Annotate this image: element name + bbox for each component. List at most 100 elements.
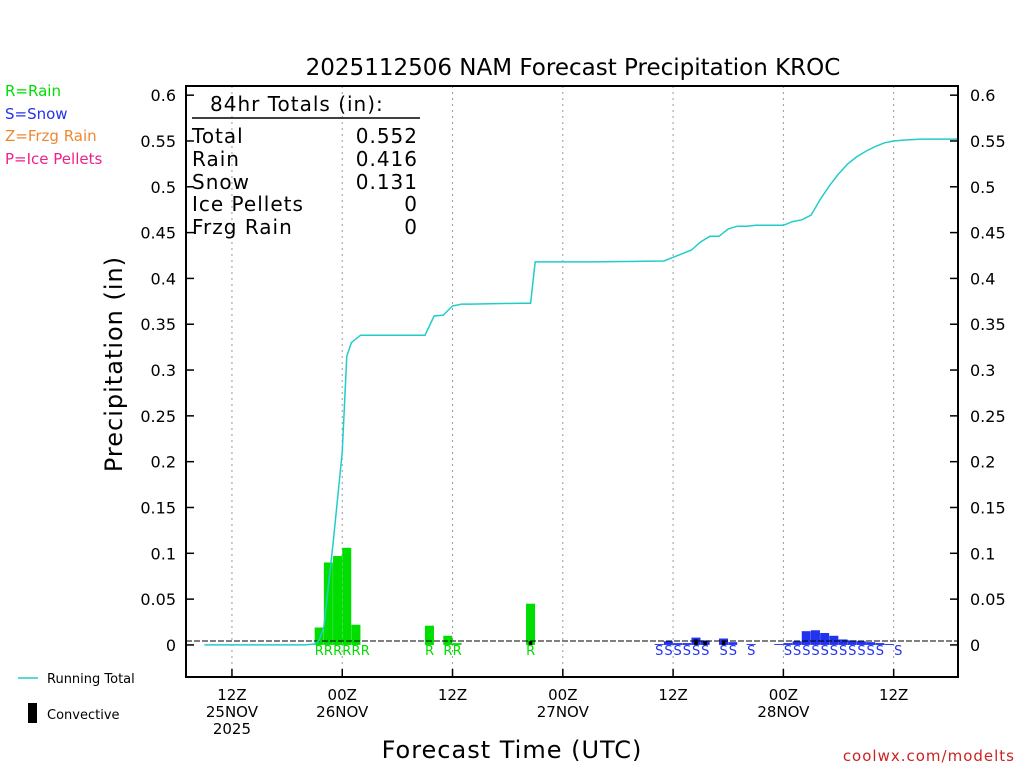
type-code: R [526,644,535,659]
precip-bar [424,625,434,645]
x-tick-label: 00Z [769,686,798,704]
type-code: S [664,644,672,659]
totals-total-value: 0.552 [356,124,418,148]
y-tick-label-right: 0.2 [970,453,995,472]
y-tick-label: 0.1 [151,544,176,563]
type-code: R [352,644,361,659]
y-tick-label: 0.3 [151,361,176,380]
totals-box: 84hr Totals (in): Total 0.552 Rain 0.416… [191,92,420,239]
y-tick-label-right: 0.4 [970,269,995,288]
y-tick-label: 0.5 [151,178,176,197]
precip-bar [526,603,536,645]
convective-bars [528,639,726,645]
convective-bar [694,639,698,645]
legend-frzg-rain: Z=Frzg Rain [5,127,97,145]
type-code: S [683,644,691,659]
legend-rain: R=Rain [5,82,61,100]
precip-bar [875,643,885,645]
precip-bar [746,644,756,645]
type-code: R [361,644,370,659]
type-code: S [857,644,865,659]
totals-frzg-label: Frzg Rain [192,215,293,239]
x-tick-label: 12Z [879,686,908,704]
precip-bar [856,641,866,645]
x-tick-label: 26NOV [316,703,369,721]
y-tick-label-right: 0.5 [970,178,995,197]
precip-bar [452,643,462,645]
y-tick-label-right: 0.25 [970,407,1006,426]
chart-title: 2025112506 NAM Forecast Precipitation KR… [306,55,841,81]
precip-bar [663,641,673,645]
y-tick-label-right: 0.15 [970,498,1006,517]
y-tick-label-right: 0.6 [970,86,995,105]
x-tick-label: 25NOV [206,703,259,721]
legend-snow: S=Snow [5,105,68,123]
precip-bar [866,642,876,645]
type-code: S [821,644,829,659]
type-code: S [692,644,700,659]
precip-bar [333,556,343,645]
y-tick-label-right: 0.1 [970,544,995,563]
precip-bar [351,624,361,645]
precip-bar [810,630,820,645]
y-tick-label: 0.45 [140,224,176,243]
type-code: R [443,644,452,659]
totals-ice-value: 0 [404,192,418,216]
credit-text: coolwx.com/modelts [843,747,1015,765]
type-code: R [453,644,462,659]
precip-bar [673,643,683,645]
type-code: R [315,644,324,659]
type-code: S [701,644,709,659]
running-total-legend-label: Running Total [47,672,135,687]
y-tick-label: 0.4 [151,269,176,288]
x-tick-label: 27NOV [537,703,590,721]
type-code: S [876,644,884,659]
y-tick-label: 0 [166,636,176,655]
type-code: S [747,644,755,659]
precip-bar [801,631,811,645]
type-code: S [729,644,737,659]
precip-bar [792,641,802,645]
precip-bar [654,644,664,645]
x-tick-label: 12Z [438,686,467,704]
type-code: S [830,644,838,659]
type-code: S [655,644,663,659]
convective-bar [703,641,707,645]
precip-bar [342,547,352,645]
y-tick-label-right: 0.35 [970,315,1006,334]
type-code: R [324,644,333,659]
x-tick-label: 28NOV [757,703,810,721]
type-code: S [784,644,792,659]
type-code: S [793,644,801,659]
totals-snow-label: Snow [192,170,250,194]
precip-bar [728,642,738,645]
x-tick-label: 12Z [217,686,246,704]
precip-bars [314,547,894,645]
precip-bar [838,639,848,645]
y-tick-label-right: 0.05 [970,590,1006,609]
type-code: S [720,644,728,659]
type-code: S [839,644,847,659]
type-code: R [342,644,351,659]
y-tick-label: 0.2 [151,453,176,472]
precip-bar [829,635,839,645]
totals-total-label: Total [191,124,244,148]
precip-bar [314,627,324,645]
precip-bar [847,640,857,645]
y-tick-label-right: 0.55 [970,132,1006,151]
y-tick-label: 0.35 [140,315,176,334]
type-code: S [848,644,856,659]
y-axis-left: 0 0.05 0.1 0.15 0.2 0.25 0.3 0.35 0.4 0.45 0.5 0.55… [140,86,194,655]
type-code: R [425,644,434,659]
x-tick-label: 12Z [658,686,687,704]
type-code: S [674,644,682,659]
type-code: S [894,644,902,659]
plot-frame [185,85,959,678]
totals-rain-label: Rain [192,147,240,171]
precip-bar [682,643,692,645]
y-axis-right: 0 0.05 0.1 0.15 0.2 0.25 0.3 0.35 0.4 0.45 0.5 0.55… [950,86,1006,655]
type-code: S [811,644,819,659]
x-tick-label: 2025 [213,720,251,738]
